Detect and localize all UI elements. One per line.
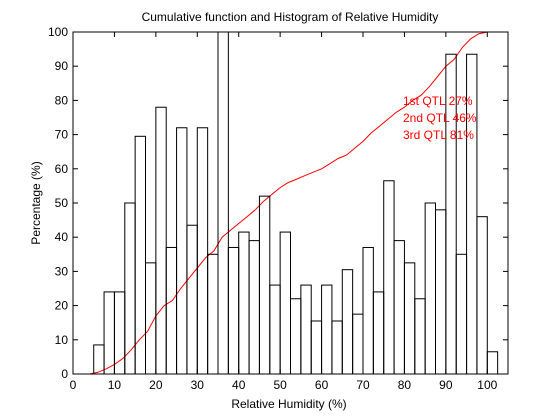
y-tick-label: 50: [55, 196, 69, 210]
y-tick-label: 30: [55, 264, 69, 278]
histogram-bar: [403, 262, 416, 375]
histogram-bar: [486, 351, 499, 375]
x-tick-label: 70: [356, 378, 370, 392]
histogram-bar: [113, 291, 126, 375]
x-tick-label: 0: [70, 378, 77, 392]
histogram-bar: [383, 180, 395, 375]
annotation-q1: 1st QTL 27%: [403, 94, 473, 108]
histogram-bar: [476, 216, 488, 375]
histogram-bar: [93, 344, 105, 375]
histogram-bar: [258, 195, 271, 375]
annotation-q3: 3rd QTL 81%: [403, 128, 474, 142]
histogram-bar: [455, 253, 468, 375]
x-tick-label: 20: [149, 378, 163, 392]
histogram-bar: [341, 269, 354, 375]
cumulative-line: [73, 31, 496, 375]
x-tick-label: 30: [191, 378, 205, 392]
histogram-bar: [414, 298, 426, 375]
histogram-bar: [393, 240, 405, 375]
histogram-bar: [279, 231, 291, 375]
histogram-bar: [290, 298, 302, 375]
x-tick-label: 100: [477, 378, 497, 392]
histogram-bar: [165, 246, 178, 375]
x-tick-label: 90: [439, 378, 453, 392]
y-tick-label: 20: [55, 299, 69, 313]
x-axis: 0 10 20 30 40 50 60 70 80 90 100: [70, 32, 498, 392]
histogram-bar: [207, 253, 219, 375]
chart-title: Cumulative function and Histogram of Rel…: [142, 10, 439, 24]
histogram-bar: [435, 209, 447, 375]
x-tick-label: 80: [398, 378, 412, 392]
annotation-q2: 2nd QTL 46%: [403, 111, 477, 125]
y-tick-label: 90: [55, 59, 69, 73]
x-tick-label: 10: [108, 378, 122, 392]
x-axis-label: Relative Humidity (%): [231, 397, 346, 411]
histogram-bar: [124, 202, 136, 375]
x-tick-label: 50: [273, 378, 287, 392]
histogram-layer: [93, 31, 499, 375]
histogram-bar: [248, 240, 260, 375]
y-tick-label: 60: [55, 162, 69, 176]
histogram-bar: [186, 224, 198, 375]
y-tick-label: 10: [55, 333, 69, 347]
y-axis: 0 10 20 30 40 50 60 70 80 90 100: [48, 25, 508, 381]
y-tick-label: 70: [55, 128, 69, 142]
x-tick-label: 60: [315, 378, 329, 392]
histogram-bar: [196, 127, 209, 375]
histogram-bar: [176, 127, 188, 375]
histogram-bar: [424, 202, 436, 375]
y-tick-label: 0: [61, 367, 68, 381]
y-tick-label: 40: [55, 230, 69, 244]
y-axis-label: Percentage (%): [29, 161, 43, 244]
histogram-bar: [103, 291, 115, 375]
histogram-bar: [300, 284, 312, 375]
histogram-bar: [362, 246, 374, 375]
x-tick-label: 40: [232, 378, 246, 392]
histogram-bar: [227, 246, 240, 375]
histogram-bar: [155, 106, 167, 375]
histogram-bar: [352, 313, 364, 375]
y-tick-label: 100: [48, 25, 68, 39]
cumulative-layer: [73, 31, 496, 375]
histogram-bar: [238, 231, 250, 375]
histogram-bar: [310, 320, 323, 375]
histogram-bar: [331, 320, 343, 375]
y-tick-label: 80: [55, 93, 69, 107]
histogram-bar: [372, 291, 385, 375]
histogram-bar: [269, 284, 281, 375]
histogram-bar: [217, 31, 229, 375]
histogram-bar: [321, 284, 333, 375]
